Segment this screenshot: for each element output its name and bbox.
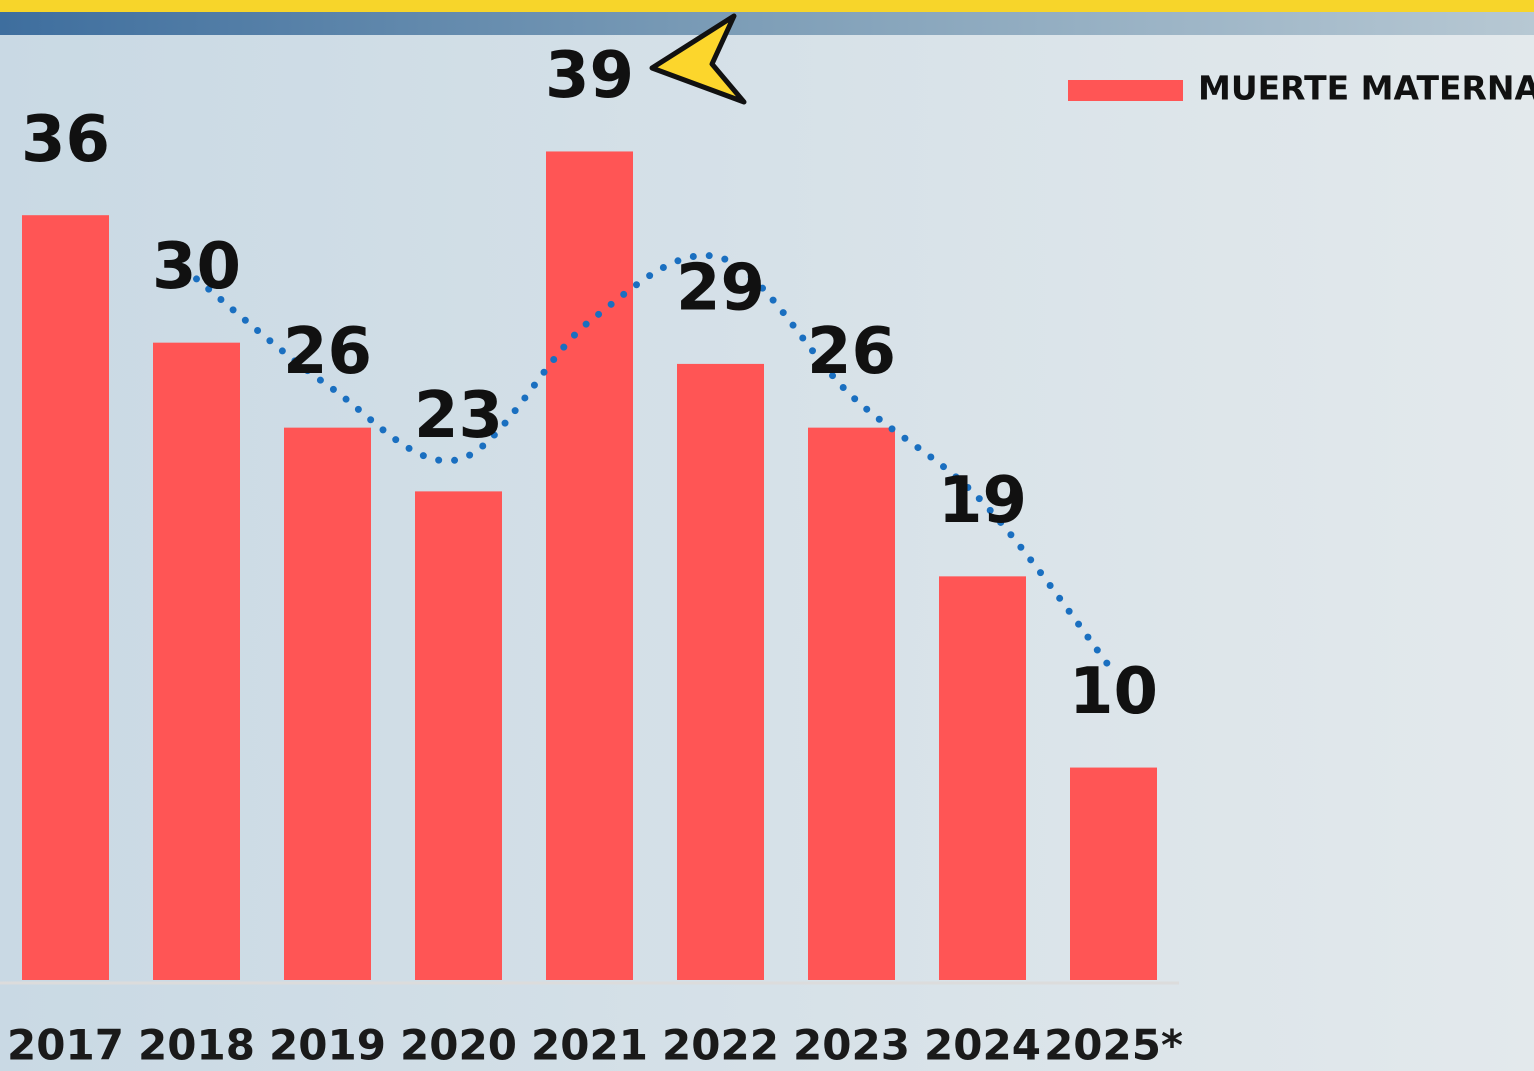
bar <box>677 363 764 980</box>
data-label: 26 <box>283 315 372 389</box>
bar <box>808 427 895 981</box>
bar <box>22 215 109 980</box>
x-tick-label: 2024 <box>924 1021 1041 1070</box>
header-bar <box>0 0 1534 12</box>
x-tick-label: 2022 <box>662 1021 779 1070</box>
legend-label: MUERTE MATERNA <box>1198 69 1534 108</box>
bar <box>939 576 1026 980</box>
data-label: 39 <box>545 39 634 113</box>
x-tick-label: 2023 <box>793 1021 910 1070</box>
data-label: 26 <box>807 315 896 389</box>
data-label: 36 <box>21 103 110 177</box>
header-strip <box>0 12 1534 35</box>
bar <box>415 491 502 980</box>
x-tick-label: 2020 <box>400 1021 517 1070</box>
bar <box>1070 767 1157 980</box>
legend-swatch <box>1068 80 1183 101</box>
x-tick-label: 2018 <box>138 1021 255 1070</box>
bar <box>153 342 240 981</box>
data-label: 10 <box>1069 655 1158 729</box>
bar <box>284 427 371 981</box>
x-tick-label: 2025* <box>1044 1021 1183 1070</box>
x-tick-label: 2019 <box>269 1021 386 1070</box>
x-tick-label: 2017 <box>7 1021 124 1070</box>
data-label: 29 <box>676 251 765 325</box>
x-tick-label: 2021 <box>531 1021 648 1070</box>
data-label: 23 <box>414 379 503 453</box>
data-label: 30 <box>152 230 241 304</box>
bar <box>546 151 633 980</box>
data-label: 19 <box>938 464 1027 538</box>
pointer-arrow <box>649 13 747 105</box>
